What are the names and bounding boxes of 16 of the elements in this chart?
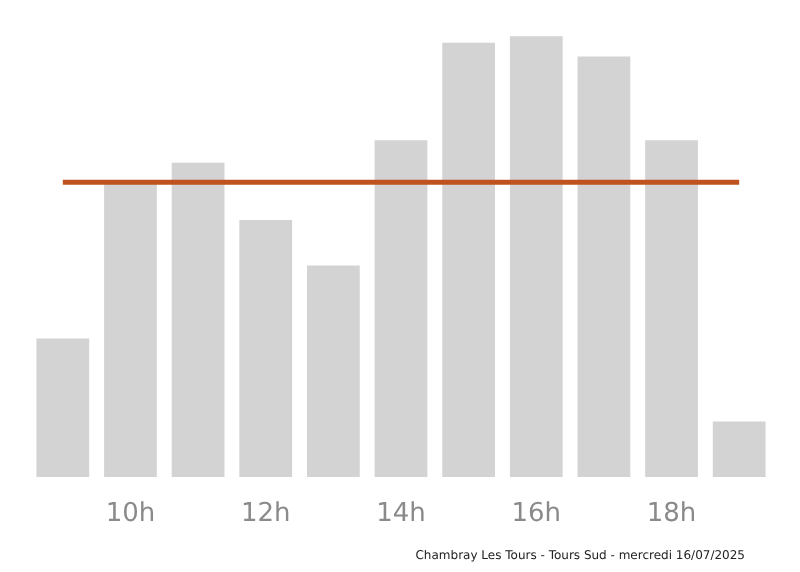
bar	[239, 220, 293, 477]
bar	[104, 183, 157, 477]
x-tick-label: 10h	[105, 499, 156, 529]
bar	[645, 140, 698, 477]
bar	[442, 42, 496, 477]
x-tick-label: 18h	[646, 499, 697, 529]
bar	[577, 56, 631, 477]
bar	[306, 265, 360, 477]
x-tick-label: 14h	[376, 499, 426, 529]
bar	[374, 140, 428, 477]
bar	[712, 421, 766, 477]
bar	[171, 162, 225, 477]
x-tick-label: 16h	[511, 499, 562, 529]
x-tick-label: 12h	[240, 499, 291, 529]
bar	[36, 338, 90, 477]
bar	[509, 36, 563, 477]
